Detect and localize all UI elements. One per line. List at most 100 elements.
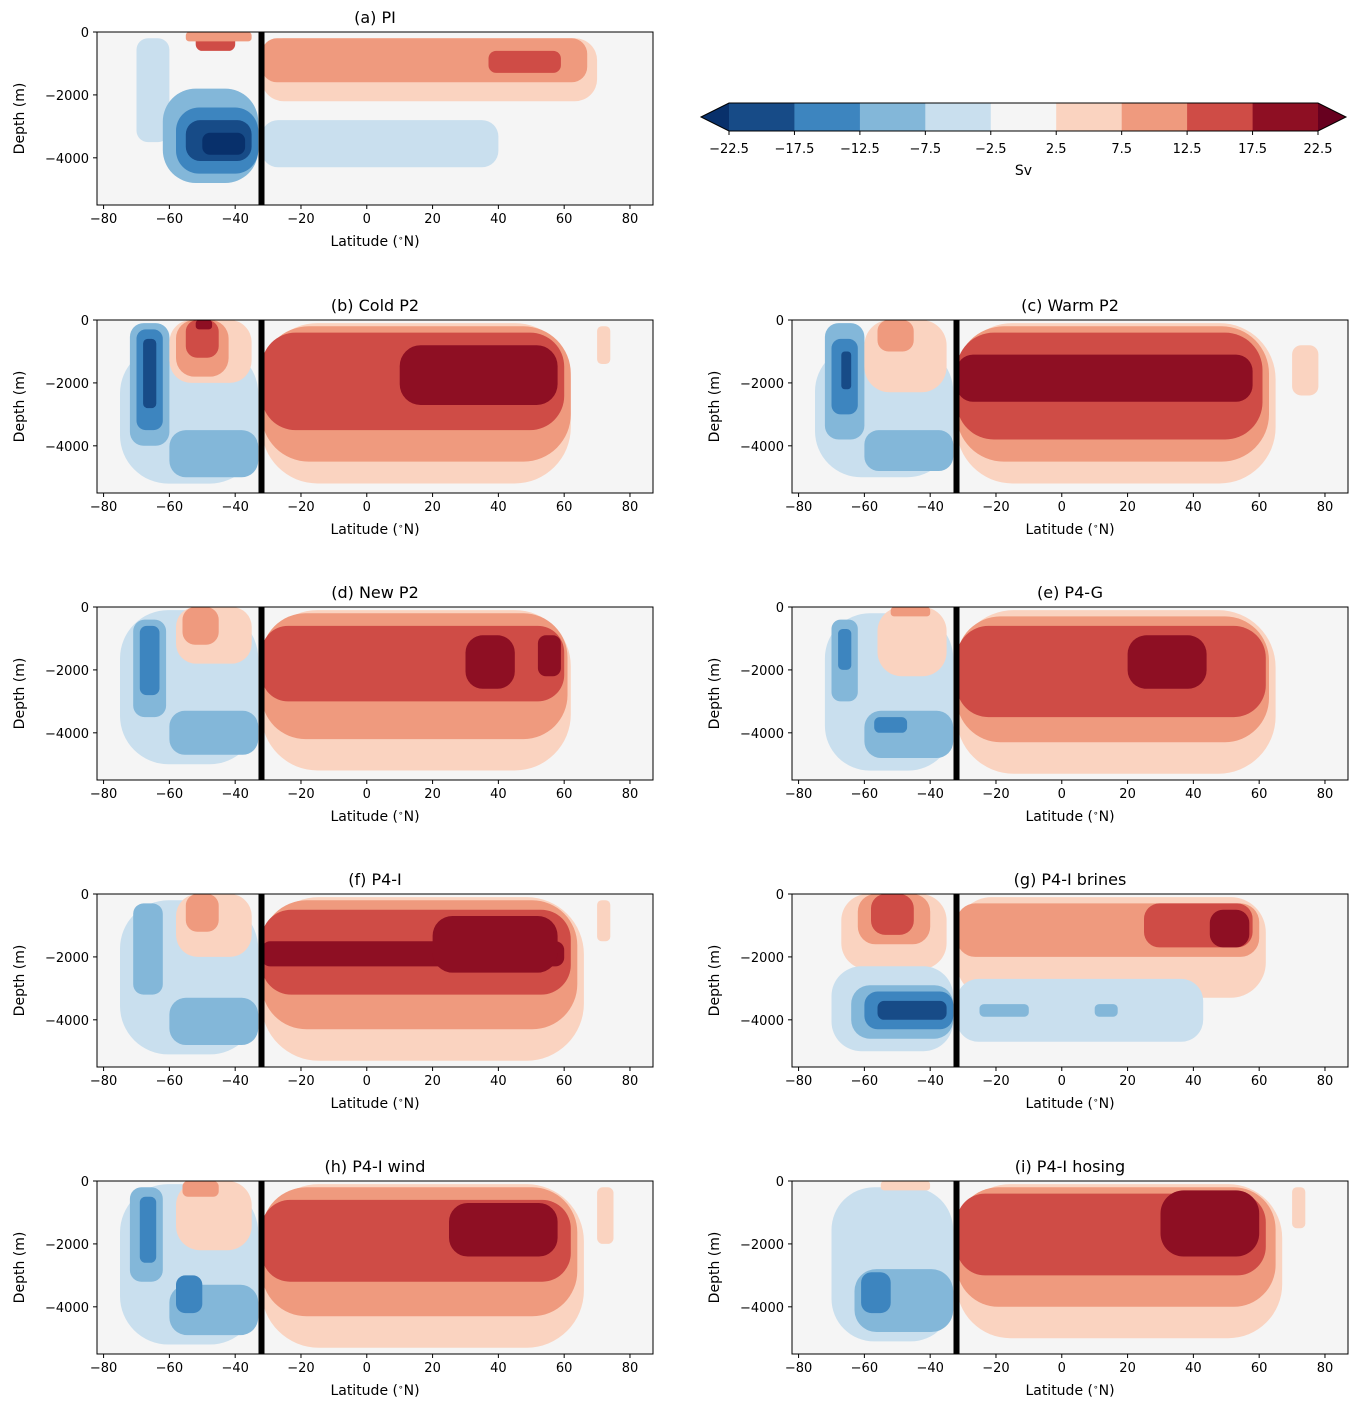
x-tick-label: −20: [982, 787, 1009, 802]
contour-region: [877, 1000, 947, 1020]
contour-region: [1160, 1190, 1260, 1257]
x-tick-label: 0: [363, 212, 371, 227]
x-tick-label: −60: [851, 787, 878, 802]
y-tick-label: −2000: [740, 377, 784, 392]
x-tick-label: 0: [363, 500, 371, 515]
contour-region: [597, 900, 611, 942]
panel-i: −80 −60 −40 −20 0 20 40 60 80 0 −2000 −4000 (i) P4-I…: [707, 1157, 1349, 1399]
x-tick-label: 0: [363, 1361, 371, 1376]
x-tick-label: 80: [1317, 500, 1334, 515]
x-tick-label: 20: [1119, 500, 1136, 515]
x-tick-label: −20: [287, 212, 314, 227]
x-tick-label: −20: [287, 787, 314, 802]
x-tick-label: −80: [90, 500, 117, 515]
x-tick-label: 20: [1119, 787, 1136, 802]
colorbar-label: Sv: [1015, 163, 1032, 179]
contour-region: [877, 320, 914, 352]
axes-frame: [791, 606, 1349, 781]
contour-fill: [831, 1181, 1306, 1342]
contour-region: [1292, 345, 1319, 396]
x-tick-label: 80: [622, 500, 639, 515]
x-tick-label: −80: [90, 1074, 117, 1089]
contour-region: [1094, 1004, 1118, 1017]
x-tick-label: −40: [221, 1074, 248, 1089]
x-tick-label: −80: [90, 212, 117, 227]
x-tick-label: 80: [622, 212, 639, 227]
colorbar-tick-label: 2.5: [1046, 142, 1067, 157]
x-tick-label: 0: [1058, 787, 1066, 802]
panel-h: −80 −60 −40 −20 0 20 40 60 80 0 −2000 −4000 (h) P4-I…: [12, 1157, 654, 1399]
separator-bar: [953, 1181, 960, 1354]
panel-d: −80 −60 −40 −20 0 20 40 60 80 0 −2000 −4000 (d) New …: [12, 583, 654, 825]
contour-region: [143, 338, 157, 409]
x-tick-label: 40: [490, 212, 507, 227]
x-tick-label: 60: [1251, 500, 1268, 515]
y-tick-label: 0: [81, 1175, 89, 1190]
contour-region: [176, 1181, 252, 1251]
x-tick-label: −20: [287, 1074, 314, 1089]
y-tick-label: −2000: [740, 664, 784, 679]
y-tick-label: −2000: [740, 1238, 784, 1253]
x-tick-label: 40: [490, 500, 507, 515]
panel-title: (e) P4-G: [1037, 583, 1103, 602]
contour-region: [880, 1181, 931, 1191]
x-tick-label: −20: [982, 1074, 1009, 1089]
y-tick-label: −4000: [45, 1014, 89, 1029]
contour-region: [185, 32, 252, 42]
contour-region: [185, 320, 219, 358]
contour-fill: [815, 320, 1319, 484]
contour-region: [169, 710, 259, 755]
panel-c: −80 −60 −40 −20 0 20 40 60 80 0 −2000 −4000 (c) Warm…: [707, 296, 1349, 538]
x-tick-label: −40: [221, 787, 248, 802]
x-tick-label: 60: [556, 1074, 573, 1089]
y-tick-label: −4000: [45, 727, 89, 742]
panel-title: (g) P4-I brines: [1014, 870, 1127, 889]
contour-fill: [120, 1181, 614, 1348]
y-tick-label: −4000: [45, 440, 89, 455]
x-tick-label: −20: [982, 500, 1009, 515]
y-axis-label: Depth (m): [12, 83, 28, 155]
contour-fill: [120, 894, 611, 1061]
x-tick-label: 40: [1185, 1361, 1202, 1376]
colorbar-extend-low: [701, 103, 729, 131]
contour-region: [956, 354, 1253, 402]
x-tick-label: 60: [556, 787, 573, 802]
x-axis-label: Latitude (∘N): [1025, 1383, 1114, 1399]
panel-f: −80 −60 −40 −20 0 20 40 60 80 0 −2000 −4000 (f) P4-I…: [12, 870, 654, 1112]
x-tick-label: −20: [982, 1361, 1009, 1376]
x-tick-label: 80: [622, 1361, 639, 1376]
colorbar-segment: [794, 103, 861, 131]
y-tick-label: −4000: [740, 1301, 784, 1316]
x-tick-label: −80: [785, 787, 812, 802]
axes-frame: [96, 606, 654, 781]
contour-region: [1209, 909, 1250, 948]
x-axis-label: Latitude (∘N): [330, 1096, 419, 1112]
x-axis-label: Latitude (∘N): [330, 522, 419, 538]
y-tick-label: −2000: [45, 664, 89, 679]
contour-region: [861, 1272, 891, 1314]
y-tick-label: −4000: [740, 440, 784, 455]
panel-title: (d) New P2: [331, 583, 419, 602]
axes-frame: [96, 319, 654, 494]
x-tick-label: 20: [424, 1074, 441, 1089]
colorbar-extend-high: [1318, 103, 1346, 131]
colorbar-segment: [1056, 103, 1123, 131]
separator-bar: [258, 320, 265, 493]
x-tick-label: −40: [916, 1074, 943, 1089]
x-tick-label: 0: [1058, 500, 1066, 515]
contour-region: [597, 1187, 614, 1244]
x-tick-label: −60: [156, 500, 183, 515]
contour-region: [185, 894, 219, 932]
y-tick-label: 0: [776, 888, 784, 903]
separator-bar: [258, 1181, 265, 1354]
panel-title: (b) Cold P2: [331, 296, 419, 315]
colorbar-segment: [1187, 103, 1253, 131]
x-axis-label: Latitude (∘N): [330, 809, 419, 825]
y-tick-label: −4000: [45, 1301, 89, 1316]
x-tick-label: 40: [490, 1361, 507, 1376]
x-tick-label: 80: [622, 1074, 639, 1089]
x-tick-label: 20: [424, 500, 441, 515]
contour-region: [139, 625, 160, 696]
x-tick-label: −40: [916, 787, 943, 802]
x-tick-label: 60: [556, 500, 573, 515]
